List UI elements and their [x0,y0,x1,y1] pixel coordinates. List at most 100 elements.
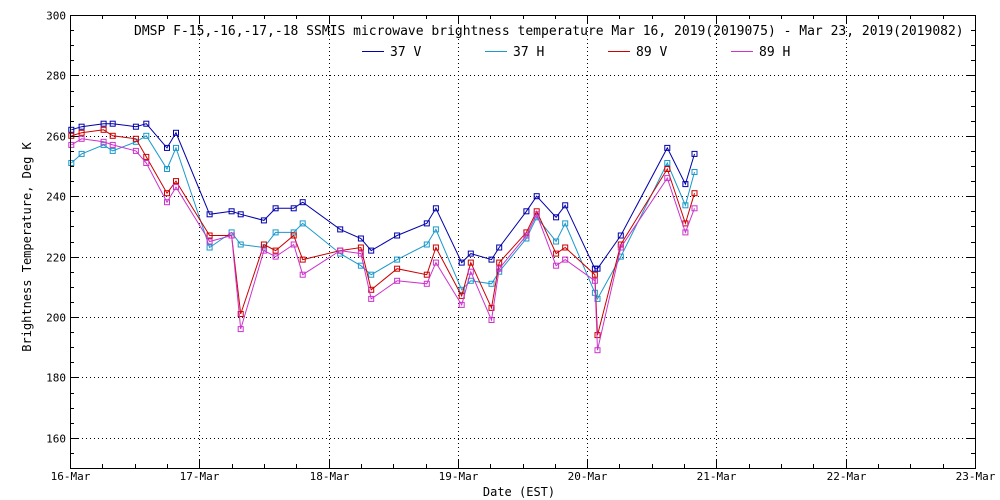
data-point-89-v [206,232,213,239]
data-point-37-v [132,123,139,130]
data-point-89-v [68,132,75,139]
data-point-37-h [206,244,213,251]
data-point-37-v [617,232,624,239]
data-point-37-h [173,144,179,151]
data-point-89-h [488,317,495,323]
data-point-89-h [109,141,116,148]
data-point-37-h [299,220,306,227]
data-point-37-h [237,241,244,248]
data-point-89-h [496,265,503,272]
x-tick-label: 21-Mar [697,470,737,483]
data-point-89-h [272,253,279,260]
data-point-37-v [228,208,235,215]
data-point-37-h [458,286,465,293]
data-point-89-v [496,259,503,266]
data-point-37-v [237,211,244,218]
data-point-89-h [290,241,297,248]
data-point-37-v [488,256,495,263]
data-point-37-v [562,202,569,209]
legend-label-89-v: 89 V [636,45,667,60]
data-point-37-h [553,238,560,245]
data-point-89-h [458,301,465,308]
data-point-89-h [237,326,244,333]
data-point-89-v [488,304,495,311]
data-point-37-h [682,202,689,209]
y-tick-label: 220 [46,252,66,265]
data-point-89-h [260,247,267,254]
data-point-37-h [394,256,401,263]
data-point-37-v [272,205,279,212]
data-point-89-h [100,138,107,145]
chart-title: DMSP F-15,-16,-17,-18 SSMIS microwave br… [134,24,964,39]
data-point-89-v [100,126,107,133]
series-line-89-v [71,129,695,336]
data-point-89-h [206,238,213,245]
data-point-89-h [173,184,179,191]
data-point-37-v [467,250,474,257]
data-point-89-h [533,211,540,218]
legend-label-89-h: 89 H [759,45,790,60]
data-point-37-v [68,126,75,133]
legend: 37 V 37 H 89 V 89 H [362,45,790,60]
data-point-37-h [68,160,75,166]
data-point-37-h [664,160,671,166]
data-point-89-v [467,259,474,266]
x-tick-label: 19-Mar [439,470,479,483]
data-point-37-v [394,232,401,239]
data-point-89-v [591,271,598,278]
data-point-37-h [143,132,150,139]
data-point-89-h [682,229,689,236]
data-point-37-v [682,181,689,188]
data-point-89-v [272,247,279,254]
y-tick-label: 200 [46,312,66,325]
data-point-37-v [423,220,430,227]
data-point-89-h [132,147,139,154]
data-point-89-h [553,262,560,269]
data-point-37-v [173,129,179,136]
data-point-37-v [664,144,671,151]
y-tick-label: 240 [46,191,66,204]
data-point-37-h [78,150,85,157]
data-point-37-v [496,244,503,251]
y-tick-label: 280 [46,70,66,83]
data-point-37-v [109,120,116,127]
x-tick-label: 20-Mar [568,470,608,483]
data-point-37-v [691,150,698,157]
data-point-89-v [173,178,179,185]
data-point-89-h [432,259,439,266]
data-point-37-v [100,120,107,127]
grid-layer [70,15,975,468]
data-point-37-h [594,295,601,302]
data-point-89-v [562,244,569,251]
data-point-37-v [206,211,213,218]
data-point-37-v [523,208,530,215]
y-tick-label: 260 [46,131,66,144]
data-point-37-v [533,193,540,200]
data-point-37-v [432,205,439,212]
data-point-89-h [368,295,375,302]
data-point-37-h [423,241,430,248]
data-point-89-h [617,244,624,251]
data-point-37-h [488,280,495,287]
data-point-89-v [109,132,116,139]
x-axis-label: Date (EST) [483,485,555,499]
data-point-37-h [432,226,439,233]
data-point-37-v [299,199,306,206]
data-point-89-v [553,250,560,257]
data-point-89-v [164,190,170,197]
series-layer [68,120,698,354]
data-point-89-v [357,244,364,251]
data-point-89-v [132,135,139,142]
x-tick-label: 23-Mar [956,470,996,483]
data-point-89-h [299,271,306,278]
data-point-37-h [100,141,107,148]
data-point-37-v [337,226,344,233]
data-point-89-h [68,141,75,148]
series-line-89-h [71,138,695,351]
data-point-89-h [562,256,569,263]
data-point-89-h [523,232,530,239]
data-point-89-v [394,265,401,272]
data-point-37-h [562,220,569,227]
data-point-37-v [260,217,267,224]
